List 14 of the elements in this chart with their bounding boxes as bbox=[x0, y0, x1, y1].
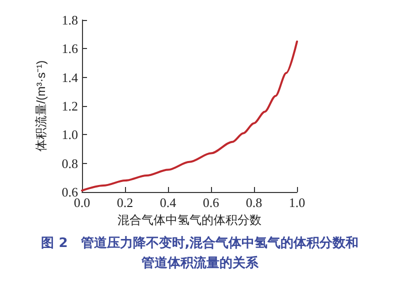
x-tick-label: 0.6 bbox=[202, 195, 220, 210]
x-tick-label: 0.2 bbox=[116, 195, 134, 210]
x-tick-label: 1.0 bbox=[288, 195, 306, 210]
y-tick-label: 1.2 bbox=[62, 98, 78, 114]
y-tick-label: 0.8 bbox=[62, 156, 78, 171]
caption: 图 2 管道压力降不变时,混合气体中氢气的体积分数和管道体积流量的关系 bbox=[41, 234, 359, 273]
x-tick-label: 0.8 bbox=[246, 195, 262, 210]
x-tick-label: 0.4 bbox=[160, 195, 177, 210]
y-tick-label: 1.4 bbox=[62, 70, 78, 85]
y-tick-label: 1.0 bbox=[62, 127, 78, 142]
x-axis-title: 混合气体中氢气的体积分数 bbox=[118, 212, 262, 227]
y-axis-title: 体积流量/(m³·s⁻¹) bbox=[34, 60, 48, 152]
y-tick-label: 1.6 bbox=[62, 41, 78, 56]
y-tick-label: 1.8 bbox=[62, 12, 78, 28]
